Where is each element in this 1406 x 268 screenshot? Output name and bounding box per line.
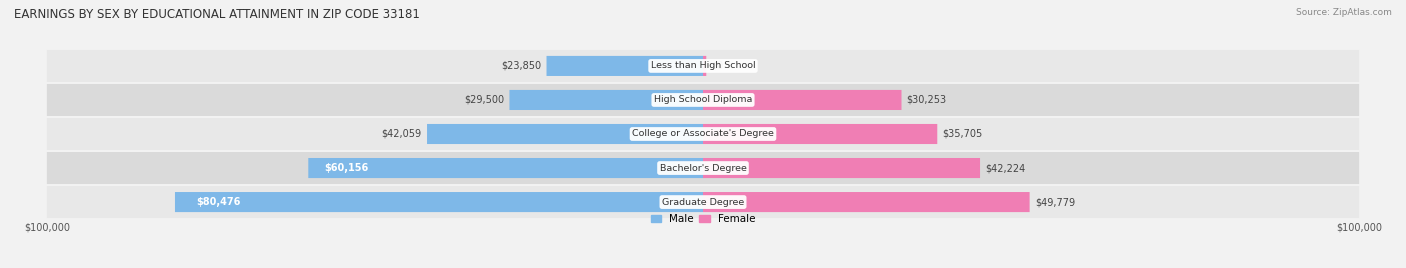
Text: Source: ZipAtlas.com: Source: ZipAtlas.com — [1296, 8, 1392, 17]
FancyBboxPatch shape — [46, 84, 1360, 116]
FancyBboxPatch shape — [46, 186, 1360, 218]
FancyBboxPatch shape — [174, 192, 703, 212]
FancyBboxPatch shape — [46, 118, 1360, 150]
Text: Less than High School: Less than High School — [651, 61, 755, 70]
FancyBboxPatch shape — [427, 124, 703, 144]
Text: $0: $0 — [711, 61, 724, 71]
Text: $49,779: $49,779 — [1035, 197, 1076, 207]
FancyBboxPatch shape — [703, 124, 938, 144]
Text: Graduate Degree: Graduate Degree — [662, 198, 744, 207]
Text: $30,253: $30,253 — [907, 95, 946, 105]
Text: $60,156: $60,156 — [325, 163, 368, 173]
FancyBboxPatch shape — [509, 90, 703, 110]
Text: $35,705: $35,705 — [942, 129, 983, 139]
Text: $42,059: $42,059 — [381, 129, 422, 139]
Text: $80,476: $80,476 — [195, 197, 240, 207]
Text: High School Diploma: High School Diploma — [654, 95, 752, 105]
Text: $42,224: $42,224 — [986, 163, 1025, 173]
FancyBboxPatch shape — [703, 158, 980, 178]
Text: Bachelor's Degree: Bachelor's Degree — [659, 163, 747, 173]
Legend: Male, Female: Male, Female — [647, 210, 759, 228]
FancyBboxPatch shape — [46, 152, 1360, 184]
FancyBboxPatch shape — [46, 50, 1360, 82]
FancyBboxPatch shape — [703, 192, 1029, 212]
Text: $23,850: $23,850 — [501, 61, 541, 71]
FancyBboxPatch shape — [703, 90, 901, 110]
Text: $29,500: $29,500 — [464, 95, 505, 105]
FancyBboxPatch shape — [547, 56, 703, 76]
FancyBboxPatch shape — [703, 56, 706, 76]
FancyBboxPatch shape — [308, 158, 703, 178]
Text: College or Associate's Degree: College or Associate's Degree — [633, 129, 773, 139]
Text: EARNINGS BY SEX BY EDUCATIONAL ATTAINMENT IN ZIP CODE 33181: EARNINGS BY SEX BY EDUCATIONAL ATTAINMEN… — [14, 8, 420, 21]
